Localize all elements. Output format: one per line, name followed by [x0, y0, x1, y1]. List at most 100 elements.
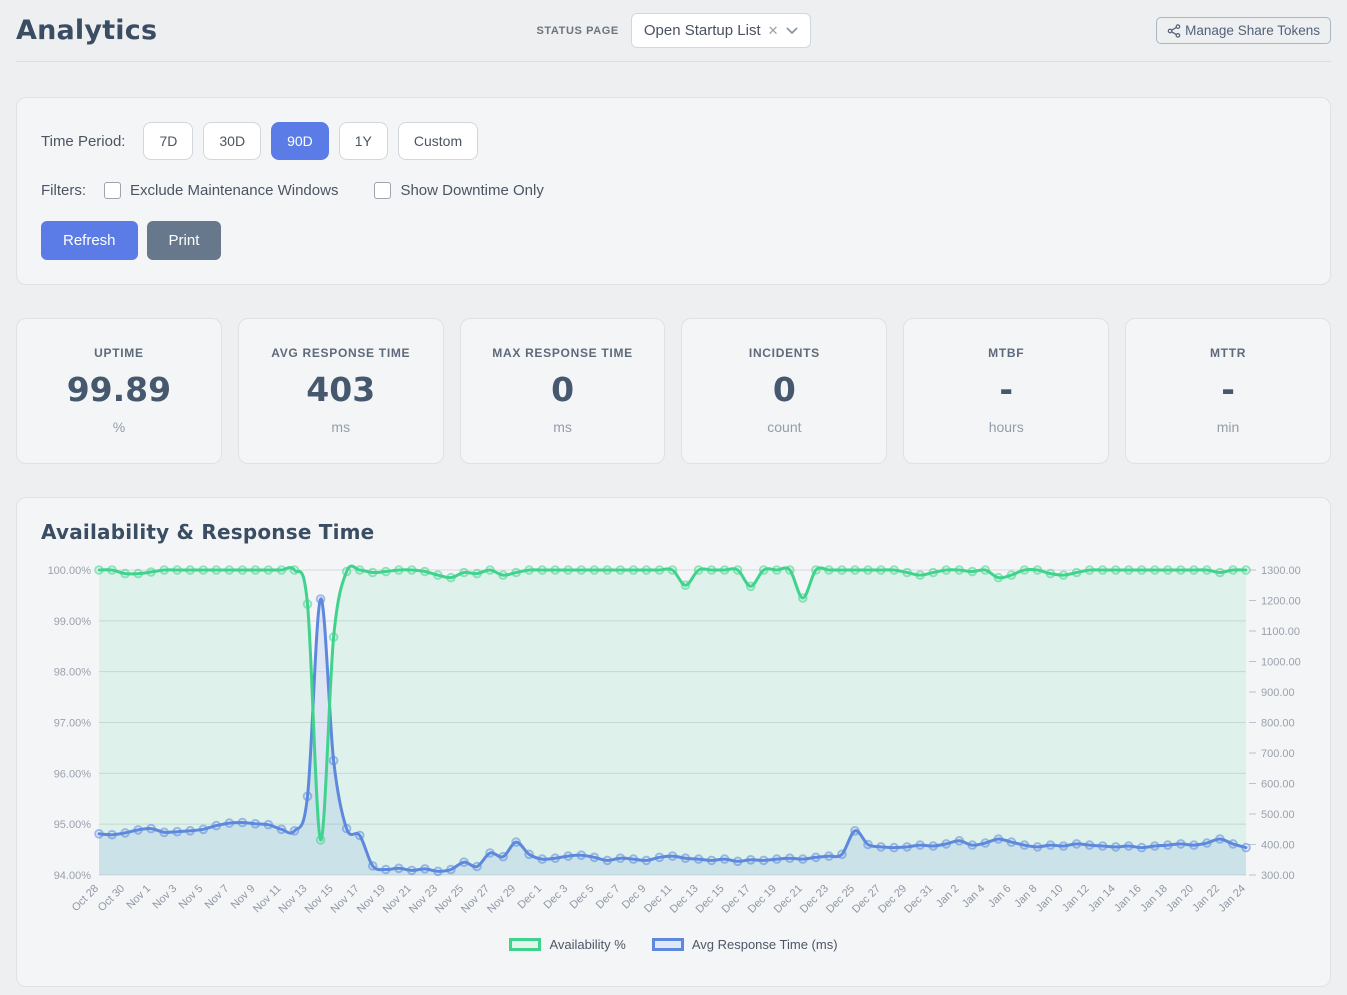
- data-point: [224, 818, 235, 828]
- data-point: [1189, 565, 1199, 575]
- data-point: [967, 566, 978, 577]
- data-point: [211, 565, 222, 575]
- checkbox-exclude-maintenance-label: Exclude Maintenance Windows: [130, 182, 339, 199]
- right-axis-label: 900.00: [1261, 687, 1295, 699]
- left-axis-label: 95.00%: [54, 819, 92, 831]
- data-point: [928, 567, 939, 578]
- data-point: [381, 566, 391, 577]
- print-button[interactable]: Print: [146, 221, 222, 260]
- period-button-1y[interactable]: 1Y: [338, 122, 388, 160]
- x-axis-label: Dec 21: [772, 883, 805, 916]
- data-point: [811, 852, 821, 863]
- data-point: [954, 565, 965, 575]
- data-point: [1110, 565, 1121, 575]
- data-point: [798, 593, 808, 603]
- time-period-label: Time Period:: [41, 132, 126, 150]
- data-point: [1084, 565, 1095, 575]
- data-point: [550, 565, 561, 575]
- data-point: [758, 855, 769, 866]
- data-point: [354, 830, 365, 841]
- x-axis-label: Dec 23: [798, 883, 831, 916]
- x-axis-label: Dec 3: [542, 883, 571, 912]
- data-point: [1019, 840, 1030, 850]
- x-axis-label: Jan 16: [1112, 883, 1144, 915]
- right-axis-label: 500.00: [1261, 809, 1295, 821]
- data-point: [889, 565, 899, 575]
- period-button-custom[interactable]: Custom: [397, 122, 479, 160]
- data-point: [120, 568, 130, 579]
- data-point: [1136, 842, 1147, 853]
- data-point: [667, 851, 678, 861]
- period-button-30d[interactable]: 30D: [203, 122, 262, 160]
- right-axis-label: 1200.00: [1261, 596, 1301, 608]
- data-point: [563, 851, 574, 861]
- stats-row: UPTIME 99.89 % AVG RESPONSE TIME 403 ms …: [16, 318, 1331, 464]
- line-0: [97, 564, 1248, 842]
- x-axis-label: Dec 15: [694, 883, 727, 916]
- period-button-7d[interactable]: 7D: [143, 122, 194, 160]
- data-point: [667, 565, 678, 575]
- refresh-button[interactable]: Refresh: [41, 221, 138, 260]
- stat-card-mttr: MTTR - min: [1125, 318, 1331, 464]
- data-point: [498, 851, 508, 862]
- data-point: [706, 565, 717, 575]
- clear-selection-icon[interactable]: ✕: [767, 23, 779, 38]
- checkbox-exclude-maintenance[interactable]: [104, 182, 121, 199]
- data-point: [680, 853, 691, 864]
- share-icon: [1167, 23, 1181, 38]
- data-point: [693, 565, 704, 575]
- x-axis-label: Nov 3: [151, 883, 180, 912]
- availability-chart: 100.00% 99.00% 98.00% 97.00% 96.00% 95.00% 94.…: [41, 550, 1306, 935]
- data-point: [1032, 565, 1043, 575]
- data-point: [980, 838, 991, 848]
- x-axis-label: Dec 1: [516, 883, 545, 912]
- data-point: [1241, 842, 1251, 853]
- data-point: [120, 828, 130, 838]
- data-point: [146, 823, 156, 834]
- data-point: [250, 565, 261, 575]
- data-point: [1019, 565, 1030, 575]
- right-axis-label: 400.00: [1261, 840, 1295, 852]
- x-axis-label: Jan 6: [986, 883, 1014, 911]
- data-point: [172, 565, 182, 575]
- x-axis-label: Jan 22: [1190, 883, 1222, 915]
- header: Analytics STATUS PAGE Open Startup List …: [16, 0, 1331, 62]
- data-point: [1228, 839, 1238, 849]
- data-point: [407, 565, 417, 575]
- data-point: [902, 567, 912, 578]
- data-point: [1202, 838, 1212, 848]
- left-axis-label: 94.00%: [54, 870, 92, 882]
- right-axis-label: 300.00: [1261, 870, 1295, 882]
- status-page-selected-value: Open Startup List: [643, 22, 761, 39]
- data-point: [446, 572, 456, 583]
- data-point: [602, 855, 613, 866]
- stat-value: -: [999, 370, 1014, 409]
- data-point: [1163, 565, 1173, 575]
- period-button-90d[interactable]: 90D: [271, 122, 329, 160]
- data-point: [732, 856, 743, 867]
- data-point: [1097, 841, 1108, 851]
- stat-label: MTBF: [988, 346, 1025, 360]
- data-point: [850, 565, 860, 575]
- stat-label: MAX RESPONSE TIME: [492, 346, 633, 360]
- stat-value: -: [1221, 370, 1235, 409]
- chevron-down-icon[interactable]: [786, 27, 798, 35]
- stat-unit: hours: [988, 419, 1024, 435]
- data-point: [381, 864, 391, 875]
- chart-legend: Availability % Avg Response Time (ms): [41, 937, 1306, 952]
- data-point: [941, 565, 952, 575]
- checkbox-show-downtime[interactable]: [374, 182, 392, 199]
- data-point: [863, 839, 873, 850]
- data-point: [654, 852, 665, 863]
- manage-share-tokens-button[interactable]: Manage Share Tokens: [1156, 17, 1331, 44]
- data-point: [850, 826, 860, 836]
- x-axis-label: Dec 29: [876, 883, 909, 916]
- data-point: [954, 836, 965, 846]
- page-title: Analytics: [16, 15, 158, 46]
- right-axis-label: 1000.00: [1261, 657, 1301, 669]
- status-page-select[interactable]: Open Startup List ✕: [630, 13, 811, 48]
- data-point: [837, 849, 847, 860]
- data-point: [589, 852, 600, 863]
- data-point: [719, 854, 730, 864]
- right-axis-label: 1100.00: [1261, 626, 1300, 638]
